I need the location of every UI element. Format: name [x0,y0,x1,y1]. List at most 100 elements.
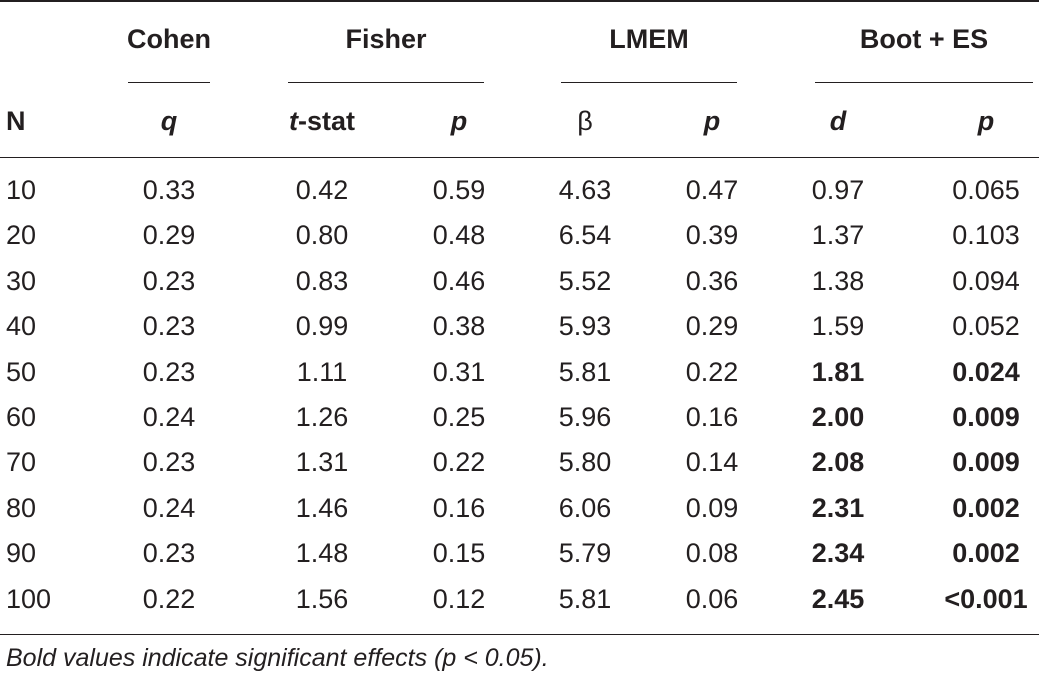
table-cell: 0.29 [685,311,739,342]
table-cell: 0.103 [952,220,1020,251]
table-cell: 0.33 [142,175,196,205]
table-cell: 4.63 [558,175,612,205]
group-header-lmem: LMEM [609,24,689,54]
table-cell: 2.08 [811,447,865,478]
table-cell: 1.59 [811,311,865,342]
table-row: 70 0.23 1.31 0.22 5.80 0.14 2.08 0.009 [0,447,1039,492]
table-row: 90 0.23 1.48 0.15 5.79 0.08 2.34 0.002 [0,538,1039,583]
table-cell: 0.08 [685,538,739,569]
table-cell: 0.23 [142,311,196,342]
cell-n: 70 [6,447,37,478]
table-row: 10 0.33 0.42 0.59 4.63 0.47 0.97 0.065 [0,175,1039,220]
table-cell: 0.25 [432,402,486,432]
table-cell: 1.31 [295,447,349,478]
table-cell: 5.80 [558,447,612,478]
table-cell: <0.001 [944,583,1028,614]
table-cell: 0.002 [952,492,1020,523]
table-cell: 5.81 [558,356,612,387]
table-cell: 1.26 [295,402,349,432]
table-row: 40 0.23 0.99 0.38 5.93 0.29 1.59 0.052 [0,311,1039,356]
table-row: 20 0.29 0.80 0.48 6.54 0.39 1.37 0.103 [0,220,1039,265]
table-cell: 6.54 [558,220,612,251]
table-cell: 6.06 [558,492,612,523]
group-header-boot-es: Boot + ES [859,24,989,54]
table-cell: 0.47 [685,175,739,205]
table-cell: 1.38 [811,265,865,296]
cell-n: 100 [6,583,52,614]
table-cell: 0.83 [295,265,349,296]
table-cell: 0.22 [142,583,196,614]
table-cell: 0.39 [685,220,739,251]
table-cell: 0.15 [432,538,486,569]
column-header-boot-p: p [977,106,995,136]
table-cell: 0.36 [685,265,739,296]
cell-n: 50 [6,356,37,387]
table-cell: 0.48 [432,220,486,251]
table-cell: 1.37 [811,220,865,251]
table-cell: 0.094 [952,265,1020,296]
table-row: 30 0.23 0.83 0.46 5.52 0.36 1.38 0.094 [0,266,1039,311]
group-underline-cohen [128,82,210,83]
table-cell: 0.22 [685,356,739,387]
table-cell: 0.46 [432,265,486,296]
column-header-lmem-p: p [703,106,721,136]
cell-n: 60 [6,402,37,432]
table-cell: 0.16 [685,402,739,432]
column-header-d: d [829,106,847,136]
table-cell: 0.23 [142,265,196,296]
table-cell: 2.00 [811,402,865,432]
t-stat-suffix: -stat [297,106,355,136]
table-cell: 0.59 [432,175,486,205]
column-header-q: q [160,106,178,136]
table-cell: 0.42 [295,175,349,205]
table-cell: 0.23 [142,447,196,478]
table-cell: 0.99 [295,311,349,342]
table-cell: 0.24 [142,492,196,523]
table-cell: 1.48 [295,538,349,569]
cell-n: 90 [6,538,37,569]
table-cell: 2.45 [811,583,865,614]
table-cell: 0.12 [432,583,486,614]
column-header-t-stat: t-stat [262,106,382,137]
table-cell: 0.009 [952,402,1020,432]
table-cell: 5.96 [558,402,612,432]
table-cell: 0.22 [432,447,486,478]
group-underline-fisher [288,82,484,83]
table-cell: 1.46 [295,492,349,523]
table-row: 50 0.23 1.11 0.31 5.81 0.22 1.81 0.024 [0,357,1039,402]
table-row: 60 0.24 1.26 0.25 5.96 0.16 2.00 0.009 [0,402,1039,447]
table-row: 80 0.24 1.46 0.16 6.06 0.09 2.31 0.002 [0,493,1039,538]
column-header-n: N [6,106,26,136]
group-header-fisher: Fisher [345,24,427,54]
header-rule [0,157,1039,158]
cell-n: 40 [6,311,37,342]
t-italic-prefix: t [288,106,298,136]
table-cell: 0.16 [432,492,486,523]
table-cell: 0.14 [685,447,739,478]
table-cell: 0.97 [811,175,865,205]
table-top-rule [0,0,1039,2]
table-cell: 0.24 [142,402,196,432]
column-header-fisher-p: p [450,106,468,136]
table-cell: 1.56 [295,583,349,614]
table-cell: 1.11 [296,356,348,387]
group-underline-boot-es [815,82,1033,83]
table-footnote: Bold values indicate significant effects… [6,644,549,672]
cell-n: 80 [6,492,37,523]
table-cell: 1.81 [811,356,865,387]
table-cell: 5.52 [558,265,612,296]
cell-n: 30 [6,265,37,296]
table-cell: 5.93 [558,311,612,342]
table-cell: 0.23 [142,538,196,569]
table-cell: 0.024 [952,356,1020,387]
table-cell: 0.29 [142,220,196,251]
table-cell: 0.09 [685,492,739,523]
table-cell: 0.009 [952,447,1020,478]
group-underline-lmem [561,82,737,83]
column-header-beta: β [577,106,593,136]
cell-n: 10 [6,175,37,205]
table-cell: 0.31 [432,356,486,387]
cell-n: 20 [6,220,37,251]
table-cell: 5.79 [558,538,612,569]
